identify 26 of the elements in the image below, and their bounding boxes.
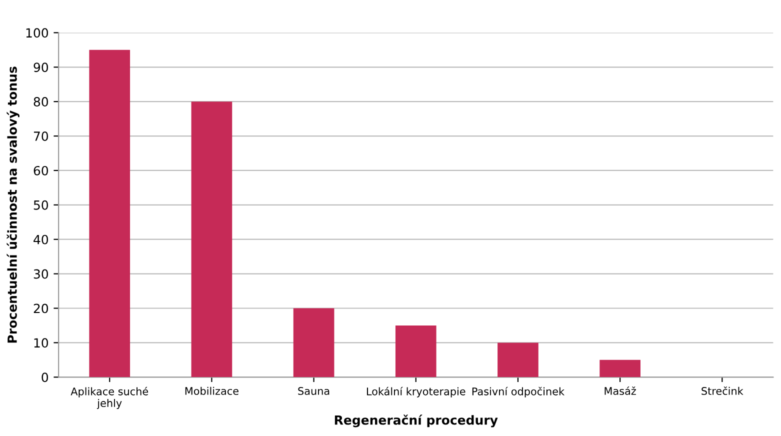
bar: [600, 360, 640, 378]
bar: [498, 342, 538, 378]
x-tick-label: Pasivní odpočinek: [472, 386, 564, 398]
y-tick-label: 60: [34, 166, 48, 176]
y-tick-label: 0: [42, 372, 48, 382]
x-tick-label: Masáž: [604, 386, 636, 395]
x-tick-label: Aplikace suché jehly: [70, 386, 148, 410]
y-tick-label: 50: [34, 200, 48, 210]
x-tick-label: Strečink: [702, 386, 744, 395]
x-axis-title: Regenerační procedury: [334, 414, 498, 428]
y-tick-label: 10: [34, 338, 48, 348]
bar: [191, 102, 232, 378]
x-tick-label: Mobilizace: [185, 386, 238, 395]
bar: [293, 308, 334, 378]
y-tick-label: 70: [34, 132, 48, 141]
y-tick-label: 20: [34, 304, 48, 314]
bar: [395, 325, 436, 378]
y-tick-label: 80: [34, 97, 48, 107]
y-axis-title: Procentuelní účinnost na svalový tonus: [6, 66, 20, 343]
y-tick-label: 90: [34, 62, 48, 72]
y-tick-label: 100: [26, 28, 48, 38]
x-tick-label: Lokální kryoterapie: [366, 386, 466, 398]
y-tick-label: 40: [34, 234, 48, 244]
x-tick-label: Sauna: [298, 387, 330, 395]
y-tick-label: 30: [34, 269, 48, 279]
bar: [89, 50, 130, 378]
